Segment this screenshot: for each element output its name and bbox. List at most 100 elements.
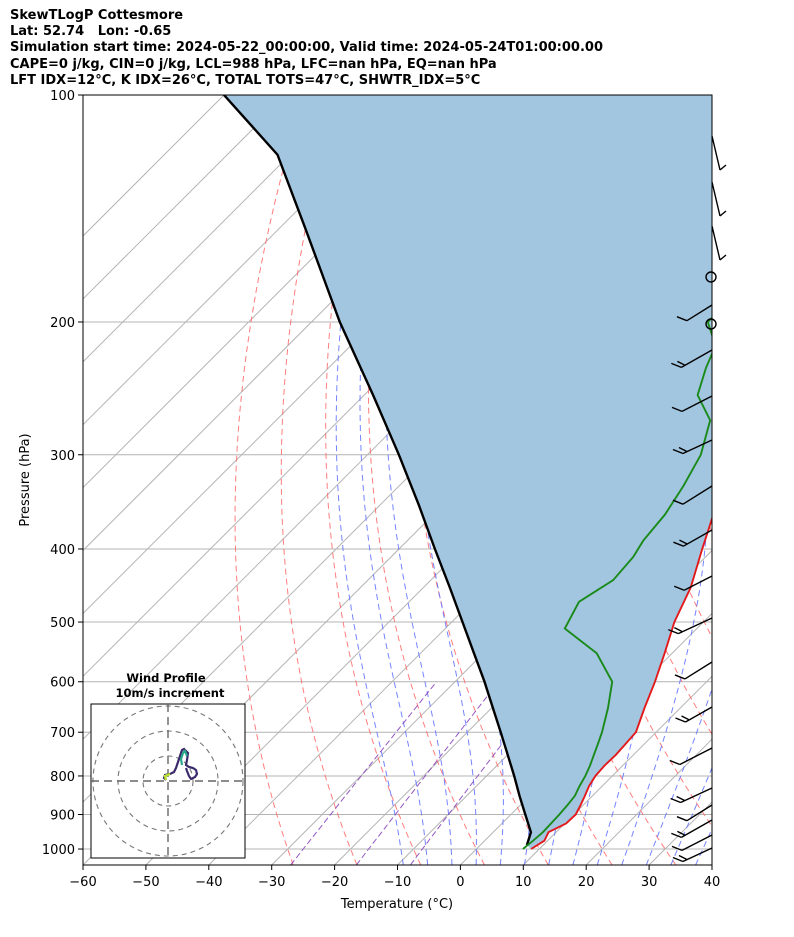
axis-ticks: −60 −50 −40 −30 −20 −10 0 10 20 30 40 1000 900 800 700…: [42, 89, 720, 890]
barb-flag: [679, 539, 688, 545]
barb-flag: [671, 406, 683, 413]
calm-wind-circle: [705, 318, 717, 330]
isotherm: [522, 675, 712, 865]
barb-staff: [680, 787, 713, 804]
barb-staff: [679, 747, 713, 766]
wind-barb: [672, 485, 713, 505]
barb-staff: [680, 819, 713, 838]
moist-adiabat: [359, 95, 429, 865]
wind-barb: [673, 575, 713, 591]
barb-staff: [678, 617, 713, 635]
dry-adiabat: [280, 95, 358, 865]
y-tick-label: 600: [50, 676, 75, 691]
wind-barb: [672, 847, 713, 863]
barb-flag: [669, 759, 681, 766]
isotherm: [711, 864, 712, 865]
calm-wind-circle: [705, 271, 717, 283]
barb-flag: [676, 316, 688, 322]
wind-barb: [711, 225, 727, 261]
wind-barb: [672, 439, 713, 455]
x-tick-label: 0: [456, 875, 464, 890]
wind-barb: [711, 181, 727, 217]
wind-barb: [673, 529, 713, 547]
barb-staff: [683, 575, 713, 591]
x-tick-label: 30: [641, 875, 658, 890]
barb-flag: [719, 164, 727, 171]
dry-adiabat: [728, 95, 794, 865]
temperature-line: [530, 515, 712, 850]
x-tick-label: −60: [69, 875, 96, 890]
barb-staff: [686, 304, 713, 322]
hodograph-trace-high: [163, 772, 171, 781]
barb-staff: [682, 485, 713, 505]
barb-flag: [668, 628, 679, 635]
hodograph-trace-low: [162, 747, 199, 781]
hodograph-trace-mid: [179, 749, 189, 766]
barb-flag: [678, 446, 688, 453]
barb-staff: [684, 661, 713, 680]
x-tick-label: −40: [195, 875, 222, 890]
barb-flag: [681, 715, 690, 721]
barb-staff: [682, 439, 713, 455]
barb-flag: [673, 585, 685, 591]
cape-fill-layer: [224, 95, 712, 849]
wind-barb: [674, 661, 713, 680]
barb-flag: [673, 541, 684, 547]
barb-flag: [672, 856, 684, 863]
barb-flag: [672, 499, 684, 505]
y-tick-label: 200: [50, 316, 75, 331]
wind-barb: [669, 747, 713, 766]
wind-barb: [711, 135, 727, 171]
isotherm: [83, 95, 351, 363]
barb-flag: [671, 832, 682, 839]
mixing-ratio-line: [355, 681, 499, 865]
x-tick-label: −20: [321, 875, 348, 890]
wind-barb: [671, 349, 713, 369]
barb-staff: [680, 349, 713, 368]
barb-flag: [676, 816, 688, 822]
chart-header: SkewTLogP Cottesmore Lat: 52.74 Lon: -0.…: [10, 8, 603, 89]
wind-barb: [671, 395, 713, 413]
barb-staff: [685, 706, 713, 723]
y-tick-label: 700: [50, 726, 75, 741]
x-axis-label: Temperature (°C): [340, 897, 453, 912]
barb-flag: [672, 448, 684, 455]
dewpoint-line: [522, 316, 712, 850]
indices-line: LFT IDX=12°C, K IDX=26°C, TOTAL TOTS=47°…: [10, 72, 481, 88]
barb-staff: [683, 529, 713, 547]
barb-staff: [681, 834, 713, 851]
profile-series-layer: [223, 95, 712, 850]
barb-staff: [682, 847, 713, 863]
wind-profile-inset: Wind Profile 10m/s increment: [90, 671, 246, 859]
chart-title: SkewTLogP Cottesmore: [10, 8, 184, 23]
x-tick-label: −30: [258, 875, 285, 890]
isotherm: [83, 95, 414, 426]
barb-staff: [686, 804, 713, 822]
x-tick-label: 40: [704, 875, 721, 890]
barb-staff: [711, 181, 721, 217]
dry-adiabat: [234, 95, 305, 865]
barb-flag: [719, 210, 727, 217]
parcel-path-line: [223, 95, 533, 846]
wind-barbs: [668, 135, 727, 863]
x-tick-label: −10: [384, 875, 411, 890]
x-tick-label: 20: [578, 875, 595, 890]
barb-flag: [671, 845, 683, 852]
barb-flag: [677, 830, 686, 836]
wind-barb: [671, 834, 713, 852]
barb-flag: [671, 362, 682, 369]
location-line: Lat: 52.74 Lon: -0.65: [10, 24, 172, 40]
y-tick-label: 800: [50, 770, 75, 785]
dry-adiabat: [325, 95, 422, 865]
inset-title: Wind Profile: [126, 671, 206, 685]
y-tick-label: 900: [50, 809, 75, 824]
y-tick-label: 1000: [42, 843, 75, 858]
y-tick-label: 500: [50, 616, 75, 631]
cape-line: CAPE=0 j/kg, CIN=0 j/kg, LCL=988 hPa, LF…: [10, 56, 497, 72]
barb-flag: [670, 797, 681, 804]
isotherm: [83, 95, 225, 237]
time-line: Simulation start time: 2024-05-22_00:00:…: [10, 40, 603, 56]
barb-flag: [676, 795, 685, 802]
wind-barb: [676, 804, 713, 822]
